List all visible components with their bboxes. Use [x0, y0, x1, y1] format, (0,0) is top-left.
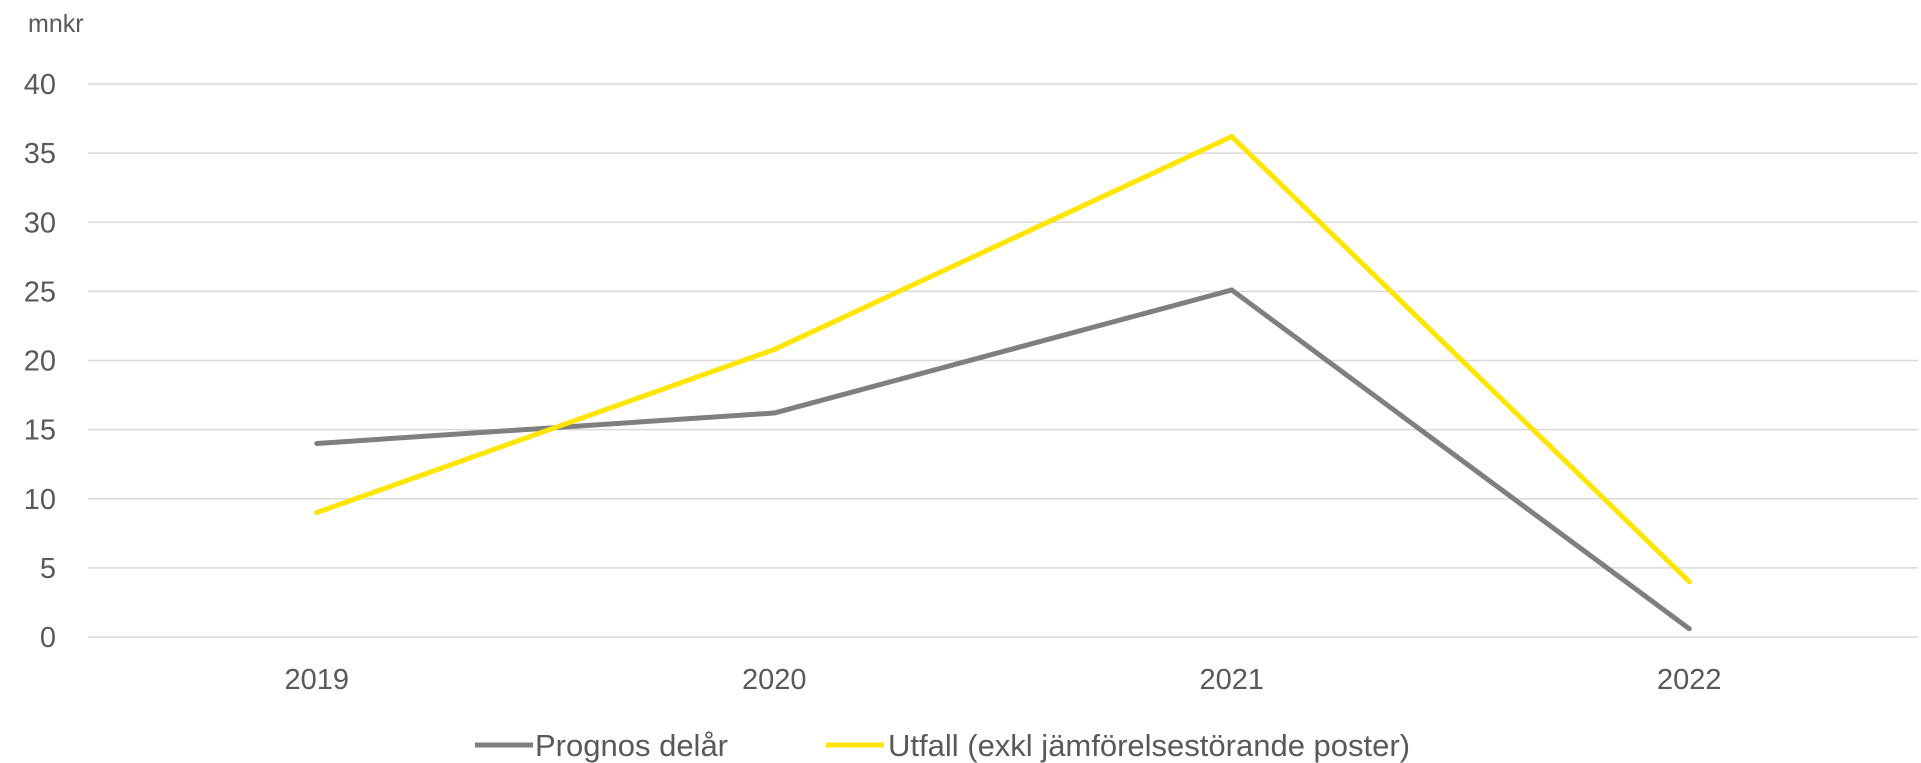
series-line-1	[315, 134, 1691, 584]
y-tick-label: 5	[40, 553, 56, 585]
y-tick-label: 35	[24, 138, 56, 170]
x-category-label: 2022	[1657, 664, 1722, 696]
data-point	[1229, 287, 1235, 293]
y-tick-label: 25	[24, 276, 56, 308]
y-tick-label: 30	[24, 207, 56, 239]
x-category-label: 2019	[284, 664, 349, 696]
y-tick-label: 20	[24, 346, 56, 378]
data-point	[314, 510, 320, 516]
data-point	[1686, 579, 1692, 585]
data-point	[314, 440, 320, 446]
data-point	[1229, 134, 1235, 140]
data-point	[1686, 626, 1692, 632]
y-tick-label: 40	[24, 69, 56, 101]
y-tick-label: 10	[24, 484, 56, 516]
y-unit-label: mnkr	[28, 10, 84, 38]
series-lines	[314, 134, 1692, 632]
x-category-label: 2020	[742, 664, 807, 696]
legend-label: Prognos delår	[535, 728, 728, 763]
x-axis-categories: 2019 2020 2021 2022	[284, 664, 1721, 696]
y-axis-ticks: 0 5 10 15 20 25 30 35 40	[24, 69, 56, 654]
gridlines	[88, 83, 1918, 638]
y-tick-label: 15	[24, 415, 56, 447]
x-category-label: 2021	[1199, 664, 1264, 696]
legend: Prognos delår Utfall (exkl jämförelsestör…	[475, 728, 1410, 763]
data-point	[771, 346, 777, 352]
data-point	[771, 410, 777, 416]
legend-label: Utfall (exkl jämförelsestörande poster)	[888, 728, 1410, 763]
series-line-0	[316, 287, 1691, 631]
y-tick-label: 0	[40, 622, 56, 654]
